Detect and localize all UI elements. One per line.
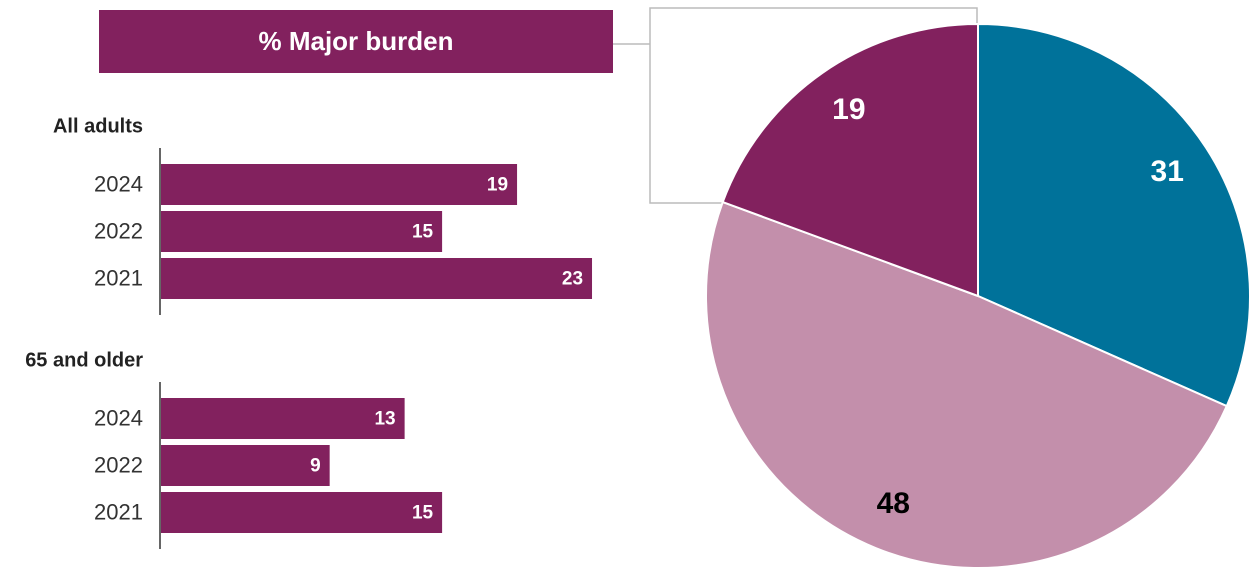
pie-label: 48 xyxy=(877,487,910,520)
value-label: 9 xyxy=(310,456,321,477)
group-title: 65 and older xyxy=(25,349,143,371)
value-label: 19 xyxy=(487,175,508,196)
value-label: 13 xyxy=(374,409,395,430)
category-label: 2022 xyxy=(94,452,143,477)
bar xyxy=(161,164,518,205)
header-box xyxy=(99,10,613,73)
pie-slice xyxy=(705,200,1229,569)
category-label: 2024 xyxy=(94,405,143,430)
value-label: 15 xyxy=(412,503,434,524)
bar xyxy=(161,445,330,486)
value-label: 23 xyxy=(562,269,583,290)
bar xyxy=(161,398,405,439)
category-label: 2024 xyxy=(94,171,143,196)
category-label: 2022 xyxy=(94,218,143,243)
value-label: 15 xyxy=(412,222,434,243)
pie-slice xyxy=(977,22,1251,408)
bar xyxy=(161,258,593,299)
header-title: % Major burden xyxy=(258,26,453,56)
pie-label: 19 xyxy=(832,93,865,126)
group-title: All adults xyxy=(53,115,143,137)
pie-slice xyxy=(721,22,979,298)
bar xyxy=(161,492,443,533)
category-label: 2021 xyxy=(94,265,143,290)
category-label: 2021 xyxy=(94,499,143,524)
pie-label: 31 xyxy=(1151,155,1184,188)
bar xyxy=(161,211,443,252)
